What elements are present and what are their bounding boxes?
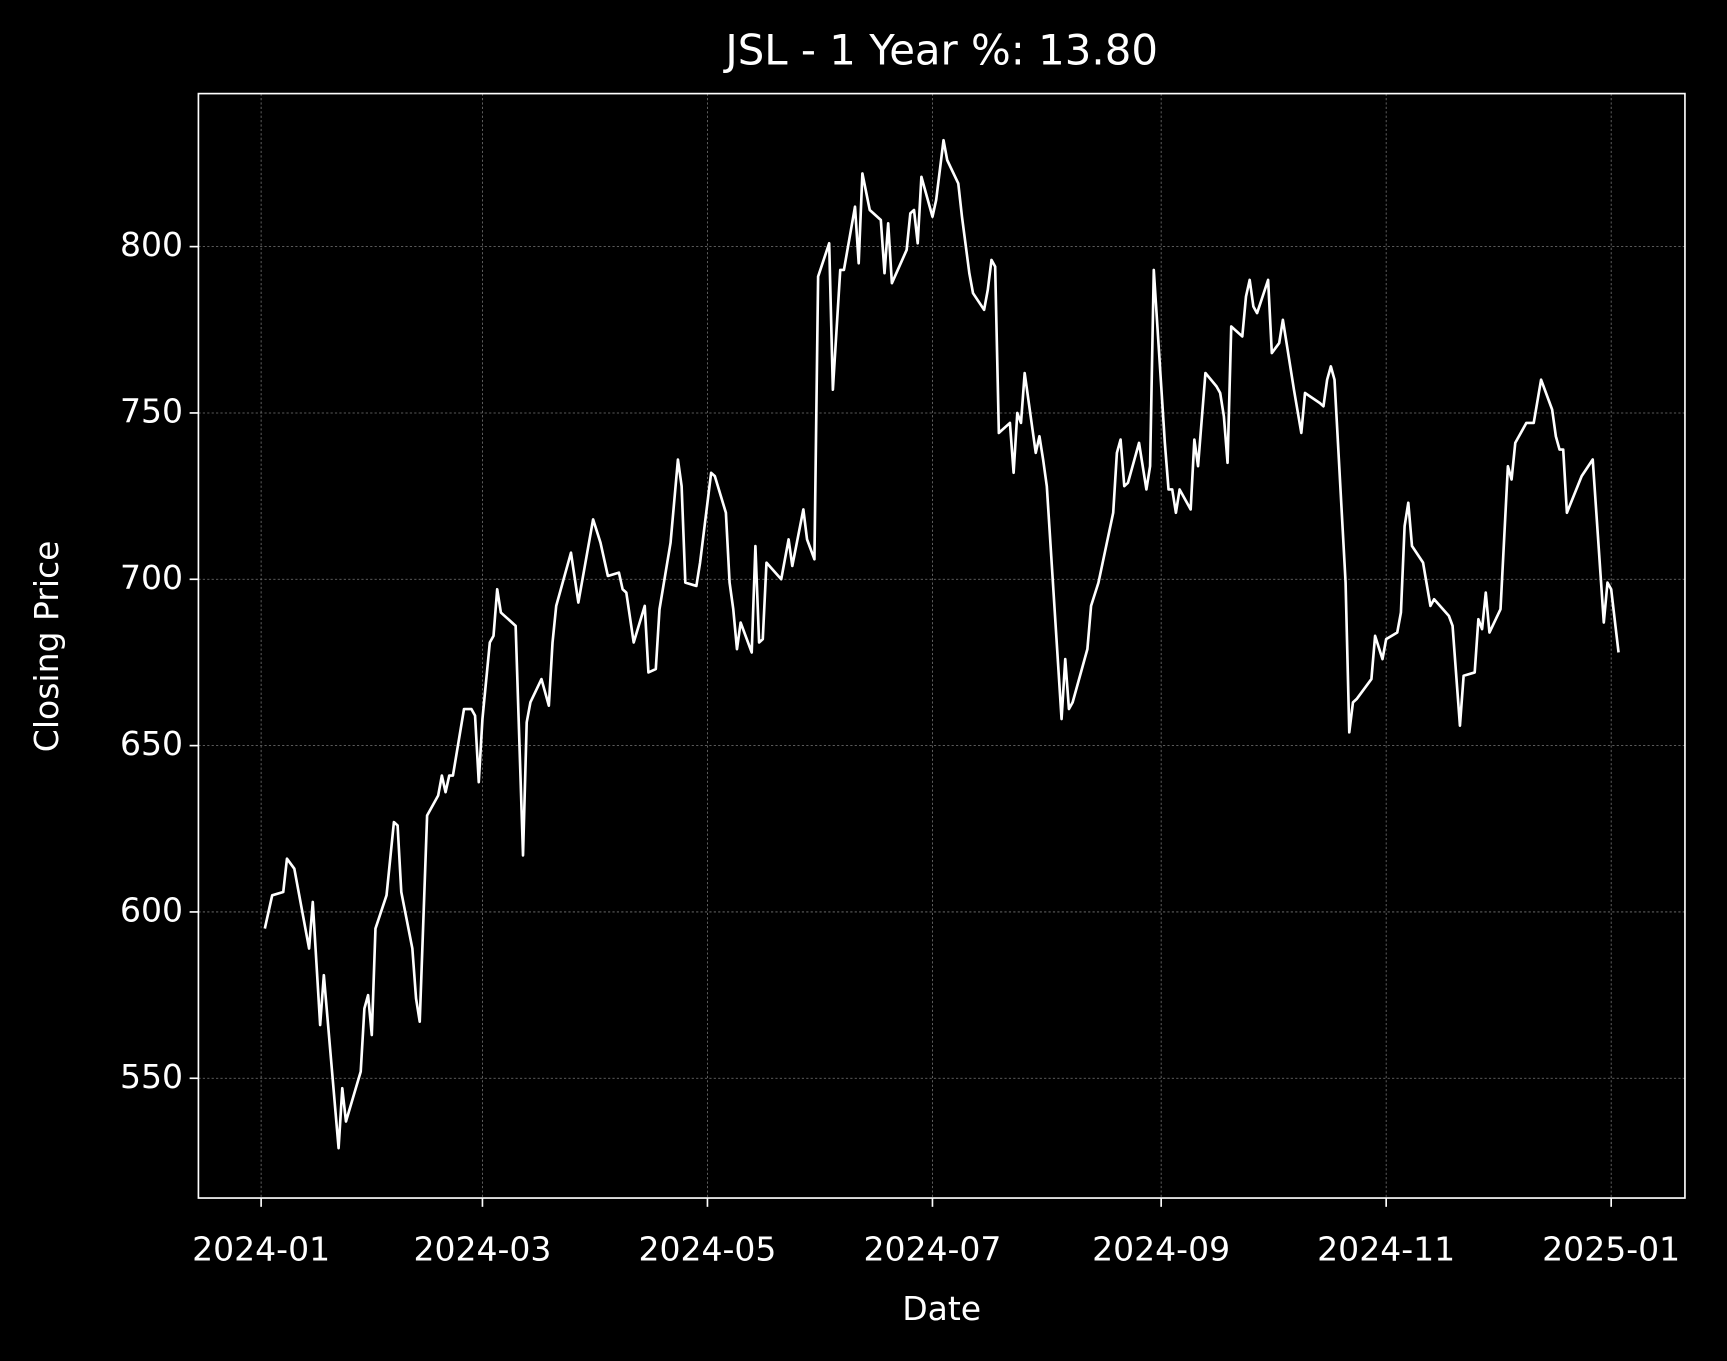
y-tick-label: 550	[120, 1057, 183, 1096]
x-tick-label: 2024-09	[1092, 1229, 1230, 1268]
price-line	[263, 138, 1620, 1150]
x-tick-label: 2024-03	[413, 1229, 551, 1268]
y-tick-label: 700	[120, 558, 183, 597]
x-tick-label: 2025-01	[1542, 1229, 1680, 1268]
y-tick-label: 800	[120, 225, 183, 264]
x-axis-label: Date	[902, 1289, 981, 1328]
y-tick-label: 600	[120, 890, 183, 929]
x-tick-label: 2024-07	[863, 1229, 1001, 1268]
chart-title: JSL - 1 Year %: 13.80	[722, 25, 1158, 74]
x-tick-label: 2024-01	[192, 1229, 330, 1268]
plot-frame	[197, 92, 1686, 1199]
y-tick-label: 750	[120, 391, 183, 430]
y-tick-label: 650	[120, 724, 183, 763]
x-tick-label: 2024-11	[1317, 1229, 1455, 1268]
x-tick-label: 2024-05	[638, 1229, 776, 1268]
y-axis-label: Closing Price	[27, 541, 66, 753]
